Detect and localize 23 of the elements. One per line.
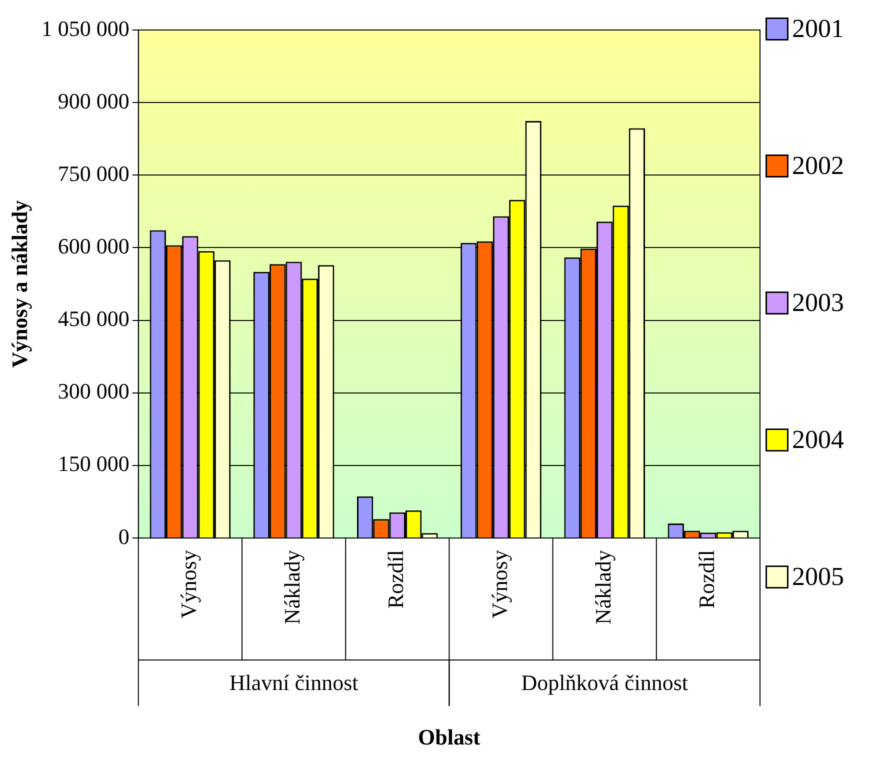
y-tick-label: 900 000 [58,88,130,114]
x-tick-label: Rozdíl [694,550,719,609]
y-axis-title: Výnosy a náklady [6,200,32,368]
y-tick-label: 750 000 [58,160,130,186]
text: Doplňková činnost [521,670,688,695]
x-tick-label: Rozdíl [383,550,408,609]
y-tick-label: 1 050 000 [41,16,130,41]
x-tick-label: Výnosy [486,550,512,618]
text: Hlavní činnost [229,670,358,695]
y-tick-label: 0 [118,524,130,549]
x-axis-title: Oblast [418,724,482,750]
x-tick-label: Náklady [280,550,305,625]
x-tick-label: Výnosy [176,550,201,618]
y-tick-label: 600 000 [58,233,130,258]
y-tick-label: 300 000 [58,378,130,404]
legend-label: 2004 [792,425,844,455]
legend-label: 2002 [792,151,844,181]
legend-label: 2005 [792,562,844,592]
x-tick-label: Náklady [590,550,616,625]
y-tick-label: 450 000 [58,306,130,332]
y-tick-label: 150 000 [58,451,130,476]
legend-label: 2003 [792,288,844,318]
legend-label: 2001 [792,14,844,44]
